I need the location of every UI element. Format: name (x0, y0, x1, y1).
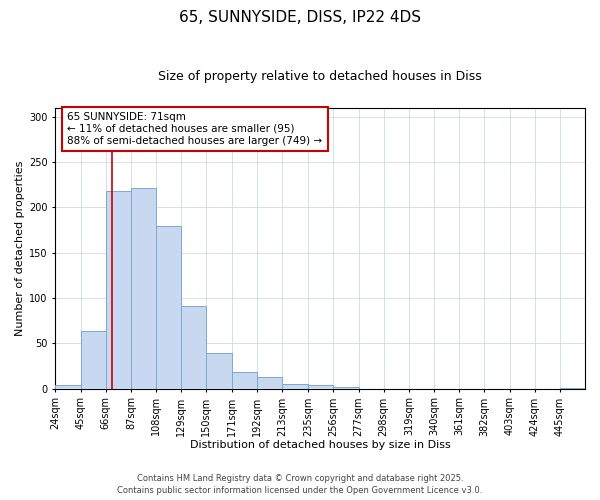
Bar (80, 330, 106, 388)
Y-axis label: Number of detached properties: Number of detached properties (15, 160, 25, 336)
Bar (106, 191, 131, 388)
Bar (232, 372, 257, 388)
Title: Size of property relative to detached houses in Diss: Size of property relative to detached ho… (158, 70, 482, 83)
Bar (131, 188, 156, 388)
Bar (282, 384, 308, 388)
Bar (334, 387, 359, 388)
Bar (55, 385, 80, 388)
Bar (206, 354, 232, 388)
Bar (257, 377, 282, 388)
Bar (308, 385, 334, 388)
X-axis label: Distribution of detached houses by size in Diss: Distribution of detached houses by size … (190, 440, 451, 450)
Text: Contains HM Land Registry data © Crown copyright and database right 2025.
Contai: Contains HM Land Registry data © Crown c… (118, 474, 482, 495)
Text: 65, SUNNYSIDE, DISS, IP22 4DS: 65, SUNNYSIDE, DISS, IP22 4DS (179, 10, 421, 25)
Bar (181, 306, 206, 388)
Text: 65 SUNNYSIDE: 71sqm
← 11% of detached houses are smaller (95)
88% of semi-detach: 65 SUNNYSIDE: 71sqm ← 11% of detached ho… (67, 112, 323, 146)
Bar (156, 226, 181, 388)
